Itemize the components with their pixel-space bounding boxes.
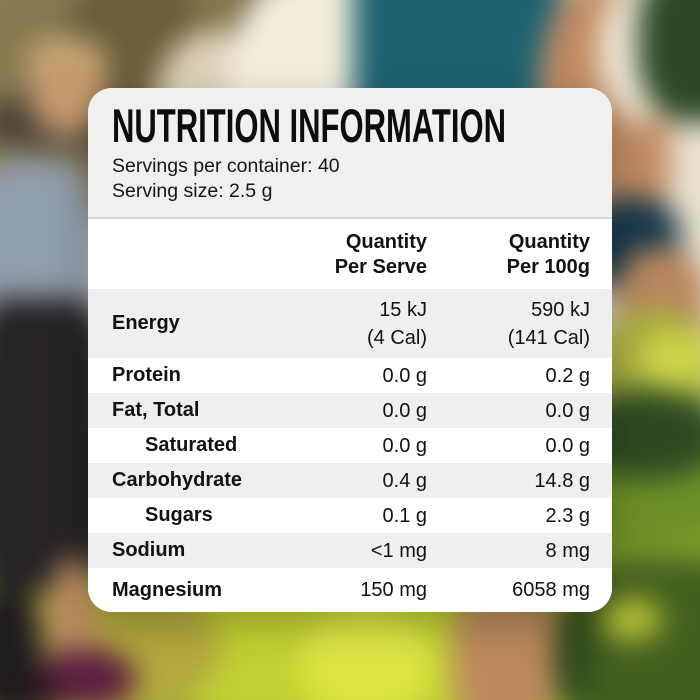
bg-grass-blob: [553, 598, 595, 700]
per-serve-value: 150 mg: [277, 576, 427, 604]
per-serve-value: 15 kJ (4 Cal): [277, 296, 427, 352]
nutrition-table: Quantity Per Serve Quantity Per 100g Ene…: [88, 219, 612, 612]
col-header-per-serve: Quantity Per Serve: [277, 230, 427, 280]
per-100g-value: 590 kJ (141 Cal): [427, 296, 590, 352]
value-line1: 15 kJ: [379, 298, 427, 321]
value-line1: 0.2 g: [545, 364, 590, 387]
nutrient-label: Saturated: [145, 434, 238, 456]
per-100g-value: 2.3 g: [427, 502, 590, 530]
value-line1: 0.0 g: [545, 399, 590, 422]
per-100g-value: 8 mg: [427, 537, 590, 565]
value-line2: (141 Cal): [507, 326, 590, 349]
col-header-per-100g: Quantity Per 100g: [427, 230, 590, 280]
value-line1: 0.0 g: [382, 434, 427, 457]
per-serve-value: 0.1 g: [277, 502, 427, 530]
panel-header: NUTRITION INFORMATION Servings per conta…: [88, 88, 612, 219]
nutrient-label: Fat, Total: [112, 399, 200, 421]
value-line1: 8 mg: [545, 539, 590, 562]
value-line1: 6058 mg: [512, 579, 590, 601]
per-serve-value: 0.0 g: [277, 432, 427, 460]
nutrient-label: Energy: [112, 312, 180, 334]
value-line1: 0.0 g: [382, 399, 427, 422]
table-header-row: Quantity Per Serve Quantity Per 100g: [88, 219, 612, 289]
value-line1: 2.3 g: [545, 504, 590, 527]
value-line1: 0.4 g: [382, 469, 427, 492]
col-header-line2: Per 100g: [506, 256, 590, 278]
bg-foliage-blob: [640, 330, 700, 392]
nutrient-label: Sugars: [145, 504, 213, 526]
col-header-line1: Quantity: [345, 231, 427, 253]
row-protein: Protein 0.0 g 0.2 g: [88, 358, 612, 393]
nutrient-label: Protein: [112, 364, 181, 386]
nutrient-label: Magnesium: [112, 578, 223, 601]
nutrition-panel: NUTRITION INFORMATION Servings per conta…: [88, 88, 612, 612]
per-serve-value: 0.4 g: [277, 467, 427, 495]
bg-grass-blob: [600, 598, 662, 640]
value-line1: 150 mg: [360, 579, 427, 601]
col-header-line1: Quantity: [508, 231, 590, 253]
per-serve-value: 0.0 g: [277, 397, 427, 425]
per-100g-value: 0.0 g: [427, 397, 590, 425]
nutrient-label: Carbohydrate: [112, 469, 243, 491]
bg-grass-blob: [300, 608, 432, 700]
value-line1: 0.1 g: [382, 504, 427, 527]
per-serve-value: 0.0 g: [277, 362, 427, 390]
row-magnesium: Magnesium 150 mg 6058 mg: [88, 568, 612, 612]
per-100g-value: 0.0 g: [427, 432, 590, 460]
value-line1: 14.8 g: [534, 469, 590, 492]
per-serve-value: <1 mg: [277, 537, 427, 565]
serving-size-text: Serving size: 2.5 g: [112, 180, 273, 202]
row-energy: Energy 15 kJ (4 Cal) 590 kJ (141 Cal): [88, 289, 612, 358]
nutrient-label: Sodium: [112, 539, 186, 561]
row-sugars: Sugars 0.1 g 2.3 g: [88, 498, 612, 533]
panel-title: NUTRITION INFORMATION: [112, 99, 507, 152]
value-line1: 0.0 g: [382, 364, 427, 387]
row-saturated: Saturated 0.0 g 0.0 g: [88, 428, 612, 463]
value-line1: <1 mg: [370, 539, 427, 562]
row-sodium: Sodium <1 mg 8 mg: [88, 533, 612, 568]
per-100g-value: 0.2 g: [427, 362, 590, 390]
table-body: Energy 15 kJ (4 Cal) 590 kJ (141 Cal) Pr…: [88, 289, 612, 612]
value-line1: 0.0 g: [545, 434, 590, 457]
col-header-line2: Per Serve: [334, 256, 427, 278]
serving-info: Servings per container: 40 Serving size:…: [112, 154, 588, 204]
row-fat-total: Fat, Total 0.0 g 0.0 g: [88, 393, 612, 428]
per-100g-value: 14.8 g: [427, 467, 590, 495]
per-100g-value: 6058 mg: [427, 576, 590, 604]
bg-person-leggings-blob: [0, 588, 42, 700]
servings-per-container-text: Servings per container: 40: [112, 155, 340, 177]
row-carbohydrate: Carbohydrate 0.4 g 14.8 g: [88, 463, 612, 498]
value-line1: 590 kJ: [531, 298, 590, 321]
value-line2: (4 Cal): [366, 326, 427, 349]
